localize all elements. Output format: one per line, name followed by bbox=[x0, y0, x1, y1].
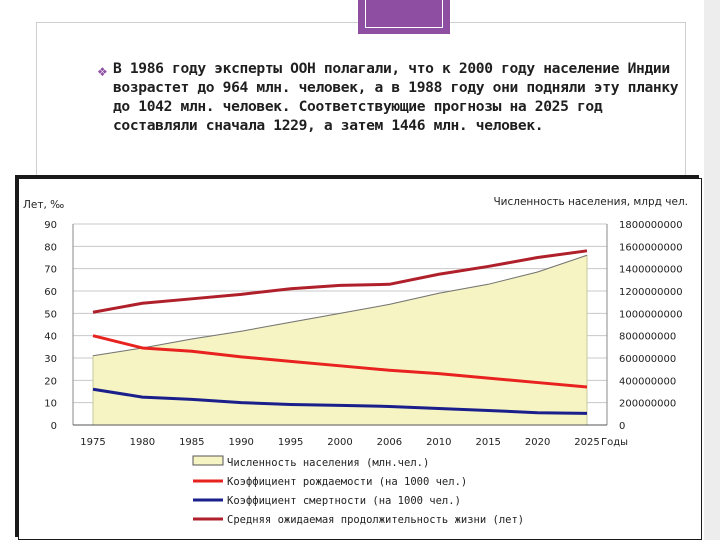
left-tick-label: 0 bbox=[51, 421, 57, 432]
x-tick-label: 2010 bbox=[426, 437, 451, 448]
x-tick-label: 1995 bbox=[278, 437, 303, 448]
right-tick-label: 1800000000 bbox=[619, 220, 683, 231]
death-rate-line bbox=[92, 387, 588, 415]
life-expectancy-line bbox=[92, 249, 588, 314]
x-tick-label: 1980 bbox=[130, 437, 155, 448]
right-tick-label: 800000000 bbox=[619, 332, 676, 343]
right-tick-label: 1200000000 bbox=[619, 287, 683, 298]
x-tick-label: 2025 bbox=[574, 437, 599, 448]
left-tick-label: 20 bbox=[44, 376, 57, 387]
series-lines bbox=[92, 249, 588, 415]
x-tick-label: 2000 bbox=[327, 437, 352, 448]
diamond-bullet-icon: ❖ bbox=[97, 65, 108, 79]
x-axis-unit-label: Годы bbox=[601, 437, 628, 448]
legend-label: Численность населения (млн.чел.) bbox=[227, 457, 429, 469]
left-tick-label: 10 bbox=[44, 399, 57, 410]
right-tick-label: 1400000000 bbox=[619, 265, 683, 276]
birth-rate-line bbox=[92, 334, 588, 389]
bullet-text: В 1986 году эксперты ООН полагали, что к… bbox=[113, 60, 679, 134]
population-chart: 0 10 20 30 40 50 60 70 80 90 0 200000000 400000000 60… bbox=[23, 196, 688, 526]
x-tick-label: 1975 bbox=[80, 437, 105, 448]
left-tick-label: 60 bbox=[44, 287, 57, 298]
left-tick-label: 90 bbox=[44, 220, 57, 231]
left-tick-label: 50 bbox=[44, 309, 57, 320]
legend-label: Коэффициент смертности (на 1000 чел.) bbox=[227, 495, 461, 507]
legend-label: Коэффициент рождаемости (на 1000 чел.) bbox=[227, 476, 467, 488]
population-area-layer bbox=[92, 254, 588, 426]
population-area-outline bbox=[92, 254, 588, 357]
right-tick-label: 1000000000 bbox=[619, 309, 683, 320]
title-accent-tab-border bbox=[365, 0, 443, 28]
left-tick-label: 40 bbox=[44, 332, 57, 343]
legend-swatch-population bbox=[192, 455, 224, 466]
right-tick-label: 1600000000 bbox=[619, 242, 683, 253]
legend: Численность населения (млн.чел.) Коэффици… bbox=[192, 455, 524, 526]
x-tick-label: 1985 bbox=[179, 437, 204, 448]
window-edge bbox=[704, 0, 720, 540]
right-tick-label: 600000000 bbox=[619, 354, 676, 365]
right-axis-title: Численность населения, млрд чел. bbox=[493, 196, 688, 208]
x-tick-label: 2015 bbox=[475, 437, 500, 448]
left-tick-label: 30 bbox=[44, 354, 57, 365]
chart-panel: 0 10 20 30 40 50 60 70 80 90 0 200000000 400000000 60… bbox=[18, 178, 702, 540]
x-tick-label: 2020 bbox=[525, 437, 550, 448]
legend-label: Средняя ожидаемая продолжительность жизн… bbox=[227, 514, 524, 526]
left-tick-label: 80 bbox=[44, 242, 57, 253]
title-accent-tab bbox=[358, 0, 450, 34]
right-tick-label: 200000000 bbox=[619, 399, 676, 410]
x-tick-label: 1990 bbox=[228, 437, 253, 448]
x-tick-label: 2006 bbox=[377, 437, 402, 448]
left-tick-label: 70 bbox=[44, 265, 57, 276]
left-axis-title: Лет, ‰ bbox=[23, 199, 64, 211]
right-tick-label: 0 bbox=[619, 421, 625, 432]
right-tick-label: 400000000 bbox=[619, 376, 676, 387]
axes: 0 10 20 30 40 50 60 70 80 90 0 200000000 400000000 60… bbox=[44, 220, 682, 448]
